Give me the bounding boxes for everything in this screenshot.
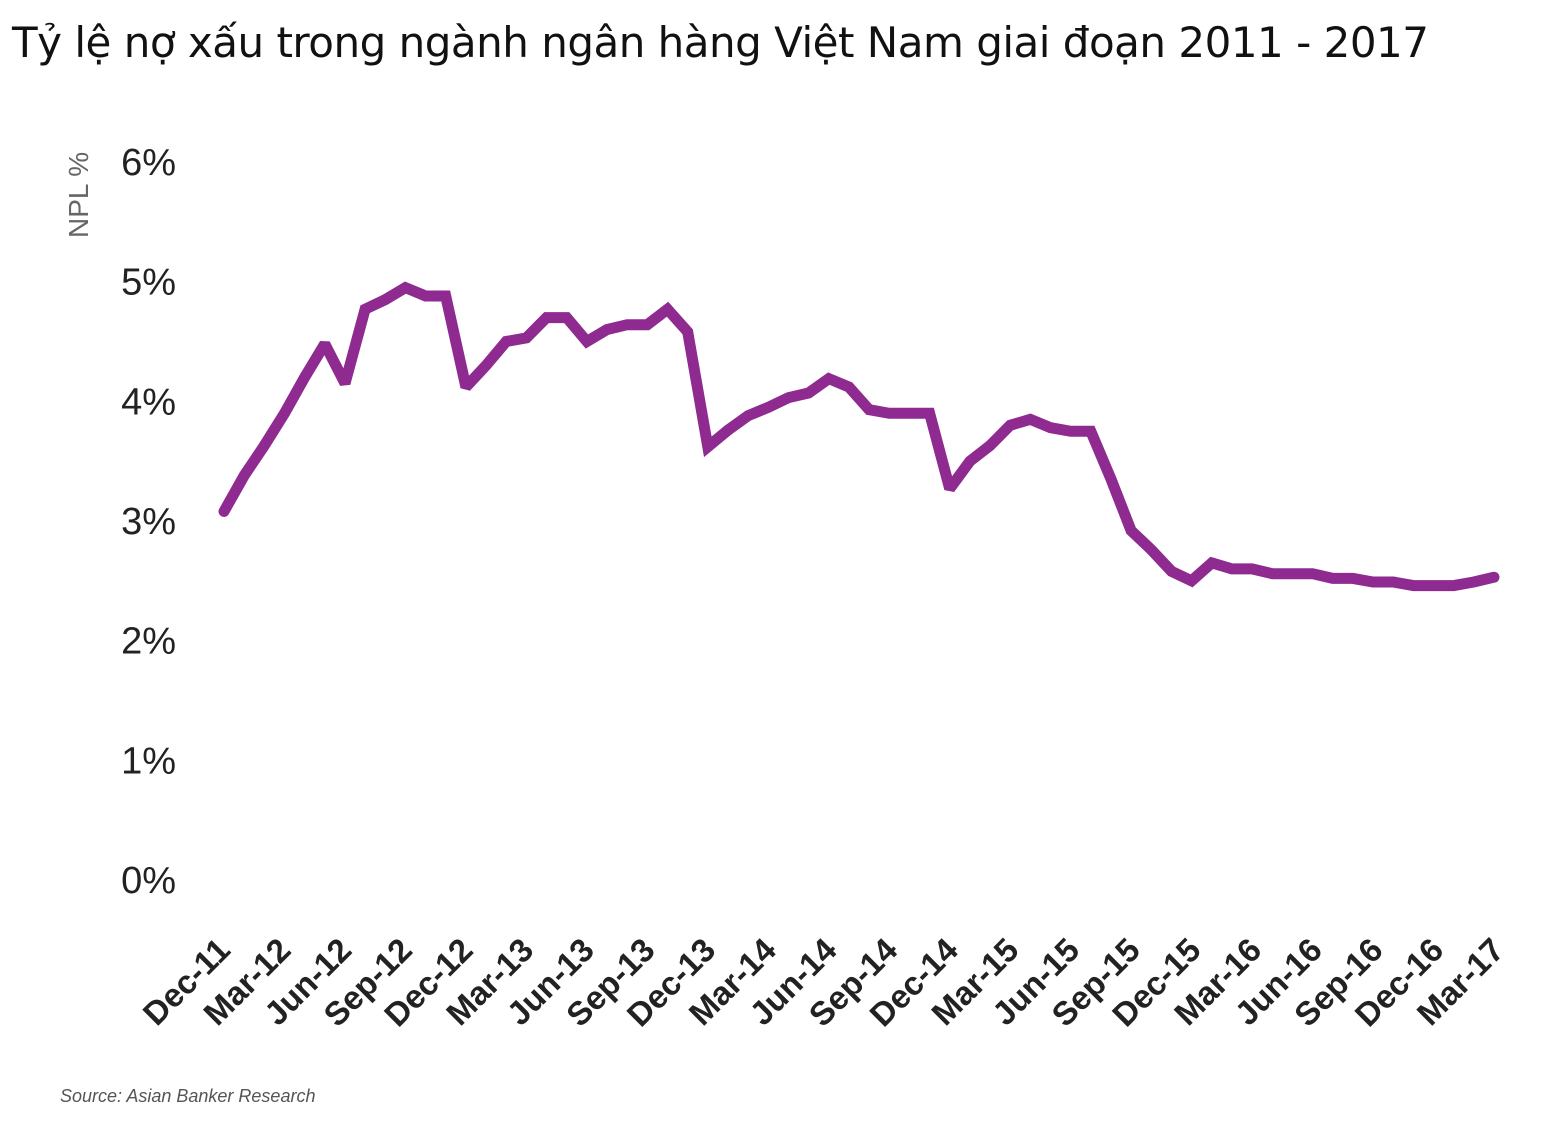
y-axis-ticks: 0% 1% 2% 3% 4% 5% 6% xyxy=(121,142,176,902)
npl-series-line xyxy=(218,281,1500,592)
y-tick-label: 5% xyxy=(121,262,176,304)
y-tick-label: 2% xyxy=(121,621,176,663)
npl-line-chart: 0% 1% 2% 3% 4% 5% 6% Dec-11Mar-12Jun-12Sep-12D… xyxy=(63,142,1511,1033)
y-tick-label: 0% xyxy=(121,860,176,902)
y-tick-label: 6% xyxy=(121,142,176,184)
y-axis-label: NPL % xyxy=(63,152,94,238)
chart-title: Tỷ lệ nợ xấu trong ngành ngân hàng Việt … xyxy=(12,18,1429,67)
source-note: Source: Asian Banker Research xyxy=(60,1086,316,1106)
x-axis-ticks: Dec-11Mar-12Jun-12Sep-12Dec-12Mar-13Jun-… xyxy=(136,930,1511,1033)
series-group xyxy=(218,281,1500,592)
y-tick-label: 3% xyxy=(121,501,176,543)
y-tick-label: 1% xyxy=(121,740,176,782)
y-tick-label: 4% xyxy=(121,381,176,423)
